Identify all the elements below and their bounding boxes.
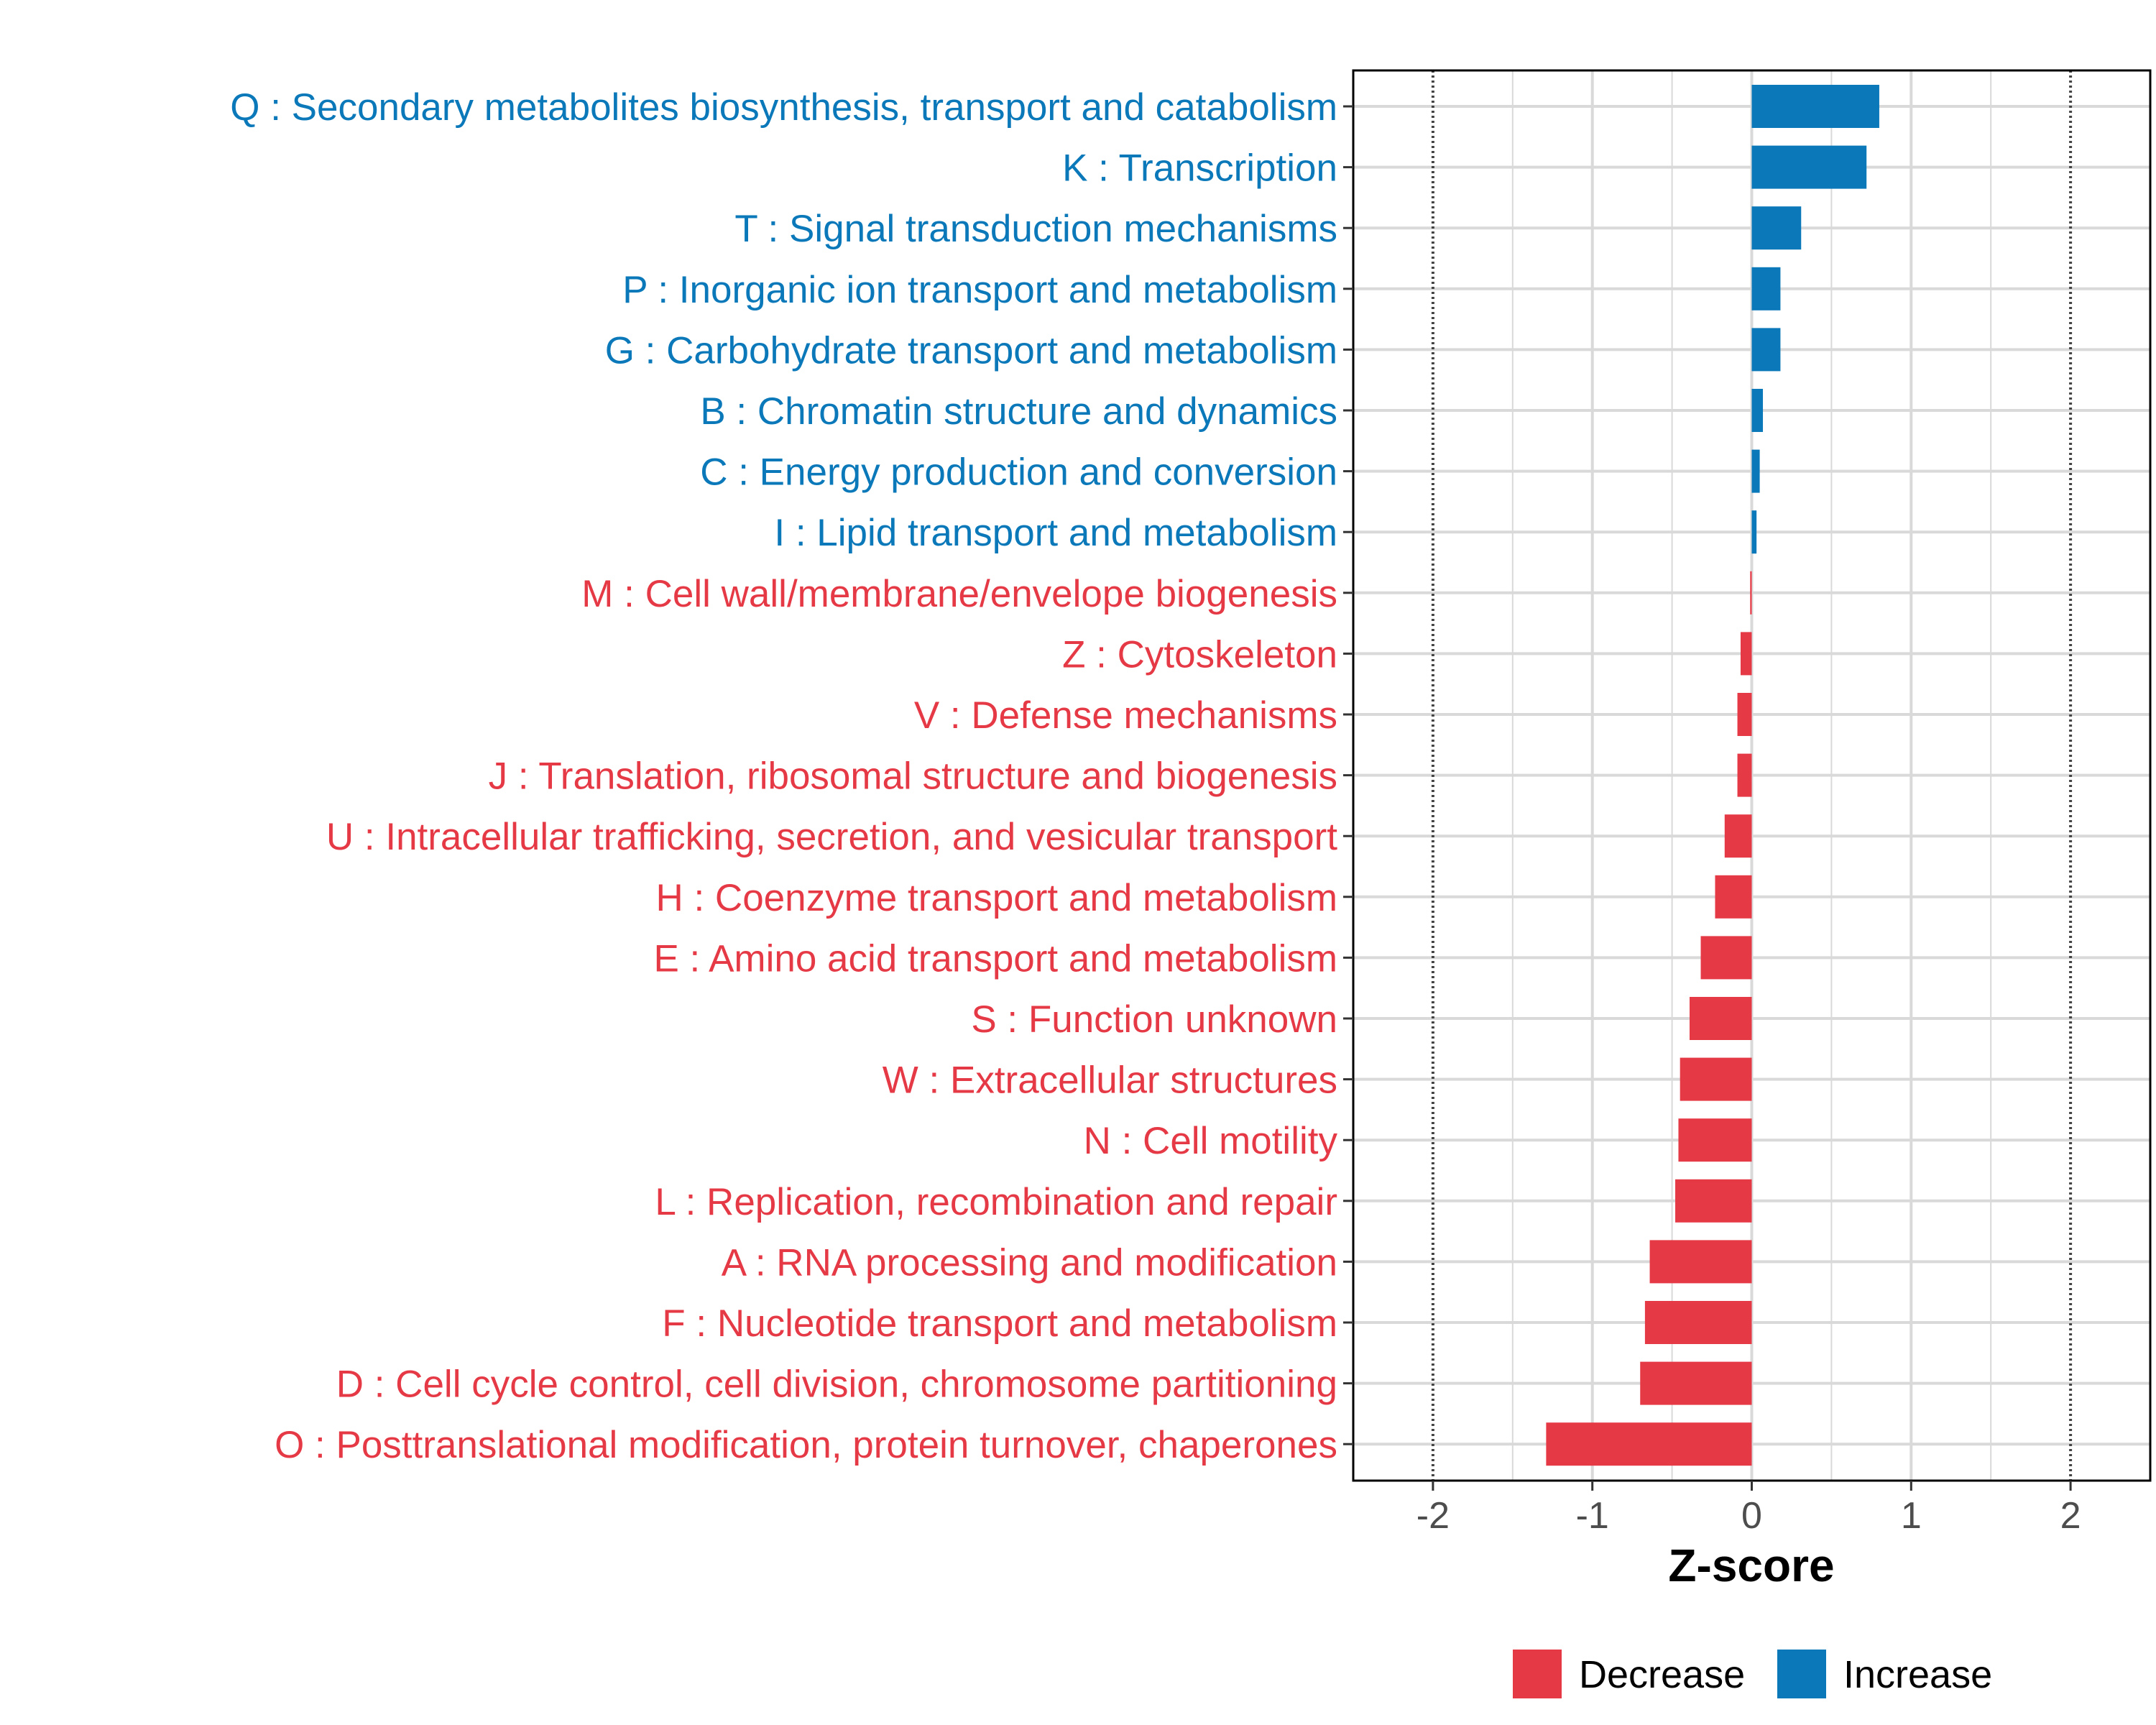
category-labels: Q : Secondary metabolites biosynthesis, … [230, 86, 1337, 1466]
category-label: C : Energy production and conversion [700, 451, 1337, 494]
category-label: D : Cell cycle control, cell division, c… [336, 1363, 1337, 1406]
x-axis-title: Z-score [1668, 1540, 1834, 1591]
bar-l [1675, 1179, 1752, 1223]
bar-p [1751, 267, 1781, 310]
category-label: P : Inorganic ion transport and metaboli… [622, 269, 1337, 311]
bar-f [1644, 1301, 1752, 1344]
bar-z [1740, 632, 1752, 676]
bar-d [1640, 1361, 1752, 1405]
axes: -2 -1 0 1 2 [1343, 69, 2152, 1537]
bar-m [1750, 571, 1752, 615]
category-label: N : Cell motility [1084, 1120, 1338, 1162]
category-label: Q : Secondary metabolites biosynthesis, … [230, 86, 1337, 129]
bar-c [1751, 449, 1760, 493]
category-label: M : Cell wall/membrane/envelope biogenes… [581, 573, 1337, 615]
bar-q [1751, 85, 1879, 128]
bar-v [1737, 693, 1752, 736]
legend-swatch-decrease [1513, 1650, 1562, 1698]
bar-o [1546, 1422, 1752, 1466]
x-tick-label: 2 [2060, 1495, 2081, 1537]
x-tick-label: -2 [1416, 1495, 1450, 1537]
bar-k [1751, 145, 1867, 189]
bar-e [1700, 936, 1752, 980]
category-label: L : Replication, recombination and repai… [655, 1181, 1337, 1223]
category-label: H : Coenzyme transport and metabolism [655, 877, 1337, 919]
bars [1546, 85, 1879, 1466]
legend-label-decrease: Decrease [1579, 1653, 1745, 1696]
category-label: F : Nucleotide transport and metabolism [662, 1302, 1337, 1345]
x-tick-label: 0 [1741, 1495, 1762, 1537]
bar-h [1715, 875, 1752, 919]
bar-u [1724, 814, 1752, 858]
legend: Decrease Increase [1513, 1650, 1992, 1698]
category-label: Z : Cytoskeleton [1062, 633, 1337, 676]
bar-s [1689, 997, 1752, 1040]
category-label: W : Extracellular structures [883, 1059, 1337, 1102]
category-label: U : Intracellular trafficking, secretion… [326, 816, 1337, 858]
category-label: G : Carbohydrate transport and metabolis… [605, 329, 1337, 372]
category-label: A : RNA processing and modification [722, 1241, 1337, 1284]
bar-a [1649, 1240, 1752, 1284]
category-label: B : Chromatin structure and dynamics [700, 390, 1337, 433]
bar-n [1678, 1118, 1752, 1162]
bar-b [1751, 389, 1764, 432]
category-label: V : Defense mechanisms [914, 694, 1337, 737]
bar-t [1751, 206, 1802, 250]
category-label: J : Translation, ribosomal structure and… [489, 755, 1337, 798]
category-label: S : Function unknown [971, 998, 1337, 1041]
bar-j [1737, 753, 1752, 797]
bar-w [1680, 1057, 1752, 1101]
legend-label-increase: Increase [1843, 1653, 1992, 1696]
bar-i [1751, 510, 1757, 554]
legend-swatch-increase [1777, 1650, 1826, 1698]
bar-g [1751, 328, 1781, 372]
category-label: K : Transcription [1062, 147, 1337, 190]
category-label: O : Posttranslational modification, prot… [275, 1424, 1337, 1466]
x-tick-label: -1 [1576, 1495, 1609, 1537]
category-label: T : Signal transduction mechanisms [734, 208, 1337, 250]
category-label: I : Lipid transport and metabolism [774, 512, 1337, 554]
x-tick-label: 1 [1901, 1495, 1922, 1537]
category-label: E : Amino acid transport and metabolism [653, 937, 1337, 980]
